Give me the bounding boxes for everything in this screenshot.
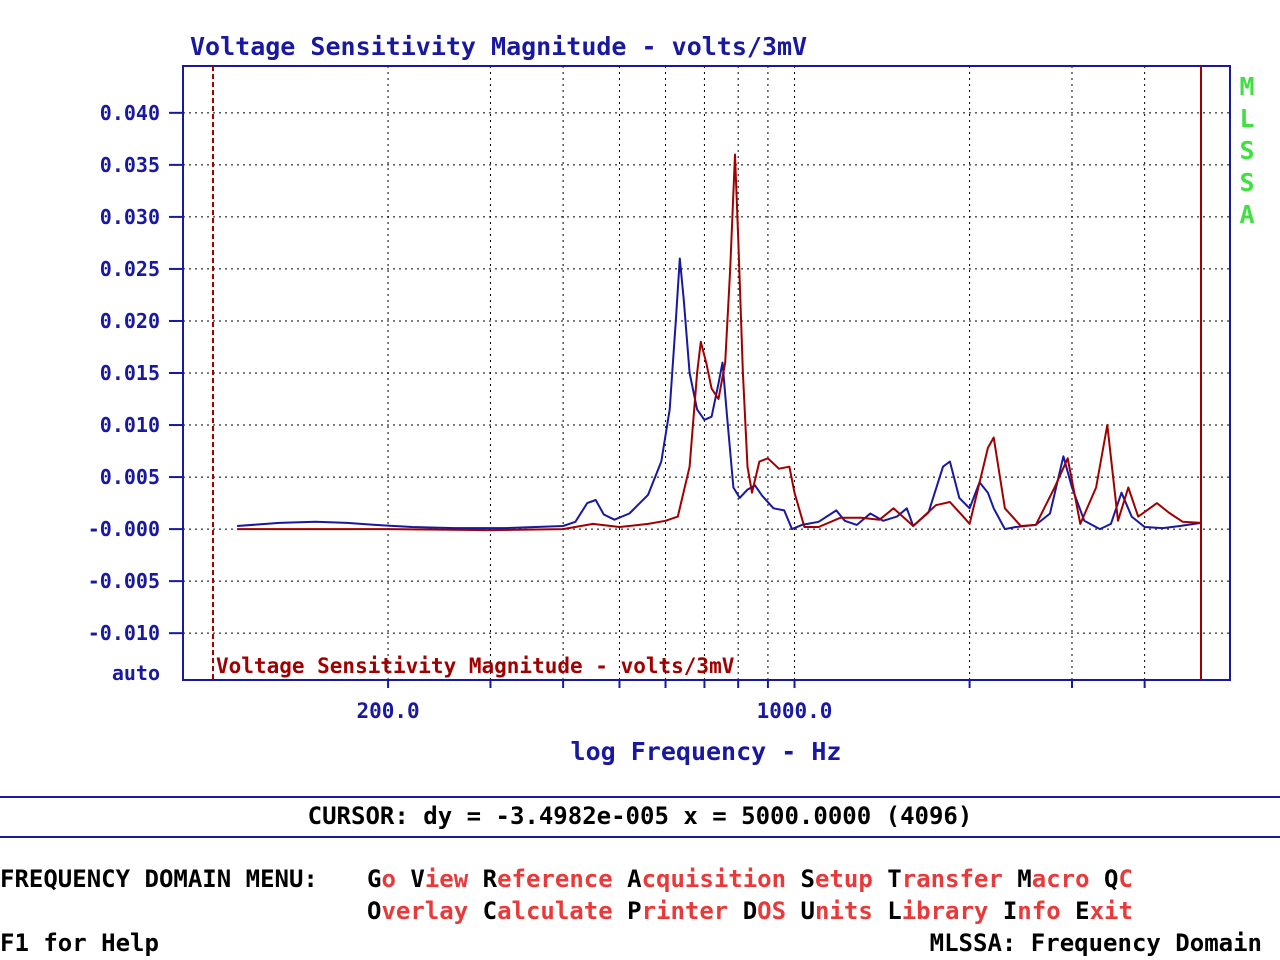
menu-item[interactable]: Acquisition: [627, 865, 786, 893]
menu-item-label: o: [381, 865, 396, 893]
y-tick-label: 0.005: [100, 465, 160, 489]
y-tick-label: 0.010: [100, 413, 160, 437]
menu-hotkey: Q: [1104, 865, 1119, 893]
menu-hotkey: A: [627, 865, 642, 893]
y-tick-label: 0.035: [100, 153, 160, 177]
y-tick-label: 0.040: [100, 101, 160, 125]
menu-hotkey: E: [1075, 897, 1090, 925]
menu-item-label: xit: [1089, 897, 1133, 925]
menu-hotkey: P: [627, 897, 642, 925]
menu-item[interactable]: Setup: [801, 865, 873, 893]
menu-hotkey: V: [410, 865, 425, 893]
y-tick-label: 0.015: [100, 361, 160, 385]
menu-hotkey: R: [482, 865, 498, 893]
menu-hotkey: T: [887, 865, 902, 893]
menu-item-label: etup: [814, 865, 873, 893]
menu-item[interactable]: Calculate: [483, 897, 613, 925]
help-hint[interactable]: F1 for Help: [0, 929, 159, 957]
menu-item-label: alculate: [497, 897, 613, 925]
menu-item-label: OS: [757, 897, 787, 925]
menu-hotkey: G: [367, 865, 382, 893]
y-tick-label: 0.030: [100, 205, 160, 229]
menu-item[interactable]: Printer: [627, 897, 728, 925]
menu-hotkey: C: [482, 897, 498, 925]
menu-item-label: ransfer: [901, 865, 1003, 893]
menu-item-label: cquisition: [641, 865, 787, 893]
menu-item[interactable]: Transfer: [887, 865, 1003, 893]
menu-item[interactable]: Units: [801, 897, 873, 925]
menu-item-label: ibrary: [901, 897, 989, 925]
series-line-1: [237, 257, 1202, 531]
menu-hotkey: L: [887, 897, 902, 925]
menu-item[interactable]: Info: [1003, 897, 1061, 925]
x-tick-label: 1000.0: [757, 699, 833, 723]
y-scale-auto-label: auto: [112, 661, 160, 685]
menu-item-label: nits: [814, 897, 873, 925]
menu-hotkey: D: [742, 897, 758, 925]
menu-item-label: eference: [497, 865, 613, 893]
overlay-title: Voltage Sensitivity Magnitude - volts/3m…: [216, 654, 735, 678]
menu-item[interactable]: Reference: [483, 865, 613, 893]
x-axis-label: log Frequency - Hz: [571, 737, 842, 766]
menu-item-label: rinter: [641, 897, 729, 925]
menu-item-label: acro: [1031, 865, 1090, 893]
menu-item[interactable]: View: [410, 865, 468, 893]
y-tick-label: -0.005: [88, 569, 160, 593]
menu-hotkey: S: [800, 865, 815, 893]
menu-item[interactable]: Library: [887, 897, 988, 925]
brand-letter: A: [1239, 200, 1254, 229]
menu-item-label: nfo: [1017, 897, 1061, 925]
brand-letter: M: [1239, 72, 1254, 101]
menu-hotkey: U: [800, 897, 815, 925]
series-line-2: [237, 153, 1202, 532]
brand-letter: L: [1239, 104, 1254, 133]
menu-row-2: Overlay Calculate Printer DOS Units Libr…: [367, 896, 1133, 926]
menu-title: FREQUENCY DOMAIN MENU:: [0, 865, 318, 893]
plot-frame: [182, 65, 1231, 681]
menu-hotkey: O: [367, 897, 382, 925]
y-tick-label: 0.020: [100, 309, 160, 333]
menu-item-label: C: [1118, 865, 1133, 893]
menu-item-label: iew: [424, 865, 469, 893]
brand-letter: S: [1239, 168, 1254, 197]
x-tick-label: 200.0: [356, 699, 419, 723]
y-tick-label: -0.010: [88, 621, 160, 645]
brand-letter: S: [1239, 136, 1254, 165]
cursor-readout: CURSOR: dy = -3.4982e-005 x = 5000.0000 …: [307, 802, 973, 830]
menu-item[interactable]: Overlay: [367, 897, 468, 925]
menu-hotkey: M: [1017, 865, 1032, 893]
menu-item[interactable]: Macro: [1017, 865, 1089, 893]
menu-row-1: Go View Reference Acquisition Setup Tran…: [367, 864, 1133, 894]
y-tick-label: -0.000: [88, 517, 160, 541]
menu-item[interactable]: QC: [1104, 865, 1133, 893]
menu-item[interactable]: Go: [367, 865, 396, 893]
menu-item[interactable]: Exit: [1075, 897, 1133, 925]
menu-hotkey: I: [1002, 897, 1018, 925]
cursor-readout-bar: CURSOR: dy = -3.4982e-005 x = 5000.0000 …: [0, 796, 1280, 838]
mode-indicator: MLSSA: Frequency Domain: [929, 929, 1262, 957]
menu-item-label: verlay: [381, 897, 469, 925]
menu-item[interactable]: DOS: [743, 897, 786, 925]
y-tick-label: 0.025: [100, 257, 160, 281]
chart-title: Voltage Sensitivity Magnitude - volts/3m…: [190, 32, 807, 61]
